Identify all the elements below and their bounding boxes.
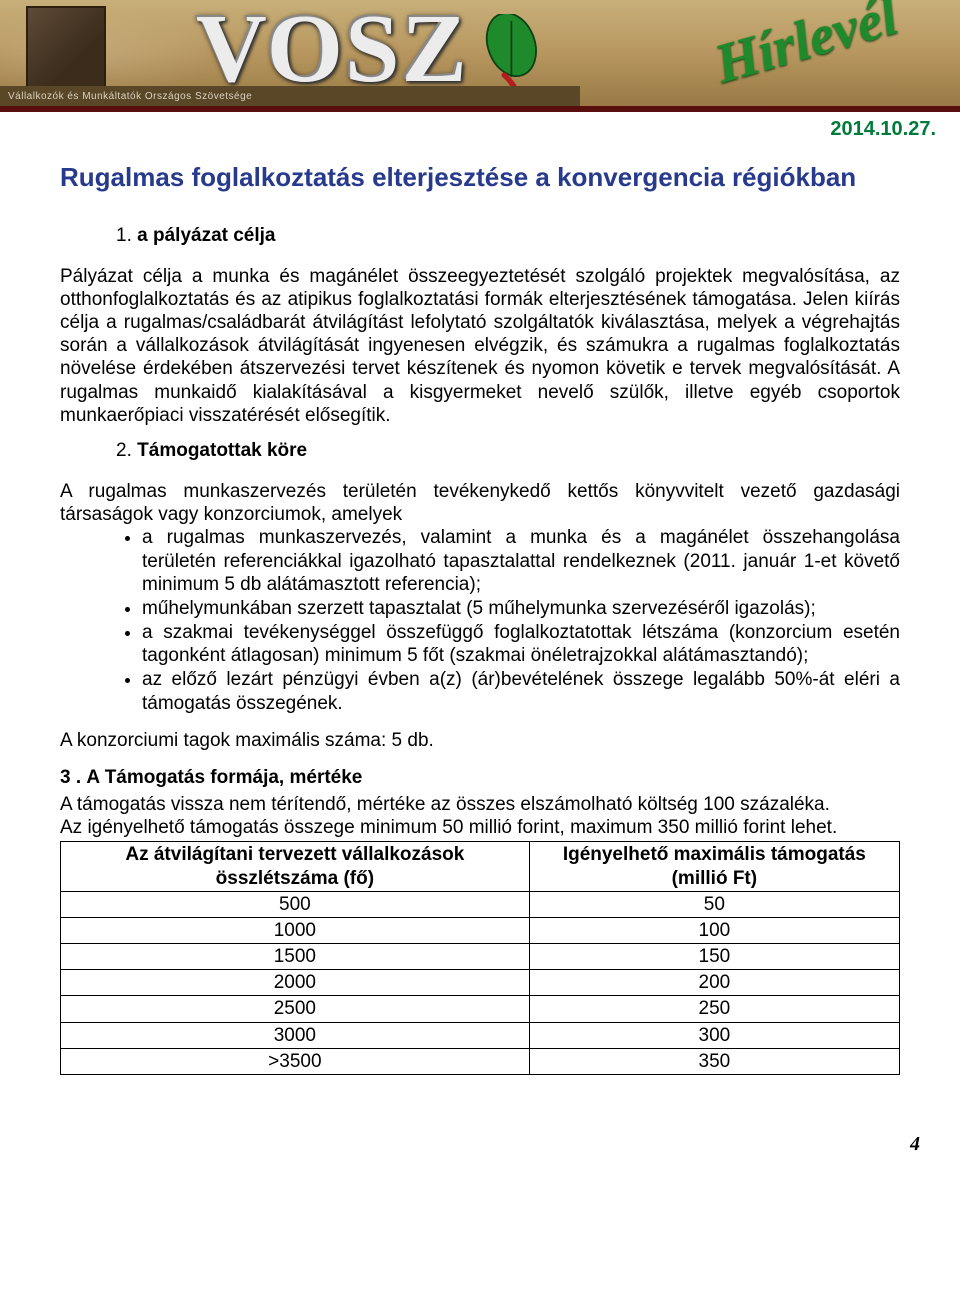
table-row: 50050 <box>61 891 900 917</box>
cell: 2000 <box>61 970 530 996</box>
cell: 2500 <box>61 996 530 1022</box>
list-item: az előző lezárt pénzügyi évben a(z) (ár)… <box>142 668 900 714</box>
paragraph-1: Pályázat célja a munka és magánélet össz… <box>60 265 900 427</box>
document-date: 2014.10.27. <box>0 112 960 141</box>
cell: 150 <box>529 944 899 970</box>
vosz-logo-text: VOSZ <box>196 0 469 98</box>
cell: 250 <box>529 996 899 1022</box>
cell: 3000 <box>61 1022 530 1048</box>
cell: >3500 <box>61 1048 530 1074</box>
table-header-col1: Az átvilágítani tervezett vállalkozások … <box>61 842 530 891</box>
table-row: 1000100 <box>61 917 900 943</box>
header-banner: VOSZ Hírlevél Vállalkozók és Munkáltatók… <box>0 0 960 112</box>
list-item: a rugalmas munkaszervezés, valamint a mu… <box>142 526 900 596</box>
section-1-heading: 1. a pályázat célja <box>116 224 900 247</box>
paragraph-4a: A támogatás vissza nem térítendő, mérték… <box>60 793 900 816</box>
table-row: 3000300 <box>61 1022 900 1048</box>
document-body: Rugalmas foglalkoztatás elterjesztése a … <box>0 141 960 1105</box>
table-row: >3500350 <box>61 1048 900 1074</box>
cell: 1000 <box>61 917 530 943</box>
bullet-list: a rugalmas munkaszervezés, valamint a mu… <box>60 526 900 714</box>
section-3-label: A Támogatás formája, mértéke <box>86 767 362 788</box>
cell: 1500 <box>61 944 530 970</box>
section-2-heading: 2. Támogatottak köre <box>116 439 900 462</box>
paragraph-3: A konzorciumi tagok maximális száma: 5 d… <box>60 729 900 752</box>
section-2-label: Támogatottak köre <box>137 440 307 461</box>
hirlevel-overlay: Hírlevél <box>708 0 905 96</box>
list-item: műhelymunkában szerzett tapasztalat (5 m… <box>142 597 900 620</box>
section-1-label: a pályázat célja <box>137 225 275 246</box>
cell: 350 <box>529 1048 899 1074</box>
table-row: 1500150 <box>61 944 900 970</box>
cell: 500 <box>61 891 530 917</box>
paragraph-2: A rugalmas munkaszervezés területén tevé… <box>60 480 900 526</box>
table-row: 2000200 <box>61 970 900 996</box>
page-title: Rugalmas foglalkoztatás elterjesztése a … <box>60 161 900 194</box>
cell: 100 <box>529 917 899 943</box>
list-item: a szakmai tevékenységgel összefüggő fogl… <box>142 621 900 667</box>
cell: 50 <box>529 891 899 917</box>
table-header-row: Az átvilágítani tervezett vállalkozások … <box>61 842 900 891</box>
section-3-heading: 3 . A Támogatás formája, mértéke <box>60 766 900 789</box>
cell: 200 <box>529 970 899 996</box>
section-1-num: 1. <box>116 225 132 246</box>
table-row: 2500250 <box>61 996 900 1022</box>
support-table: Az átvilágítani tervezett vállalkozások … <box>60 841 900 1075</box>
table-header-col2: Igényelhető maximális támogatás (millió … <box>529 842 899 891</box>
section-3-num: 3 . <box>60 767 81 788</box>
section-2-num: 2. <box>116 440 132 461</box>
cell: 300 <box>529 1022 899 1048</box>
paragraph-4b: Az igényelhető támogatás összege minimum… <box>60 816 900 839</box>
page-number: 4 <box>0 1105 960 1166</box>
header-subbar: Vállalkozók és Munkáltatók Országos Szöv… <box>0 86 580 106</box>
